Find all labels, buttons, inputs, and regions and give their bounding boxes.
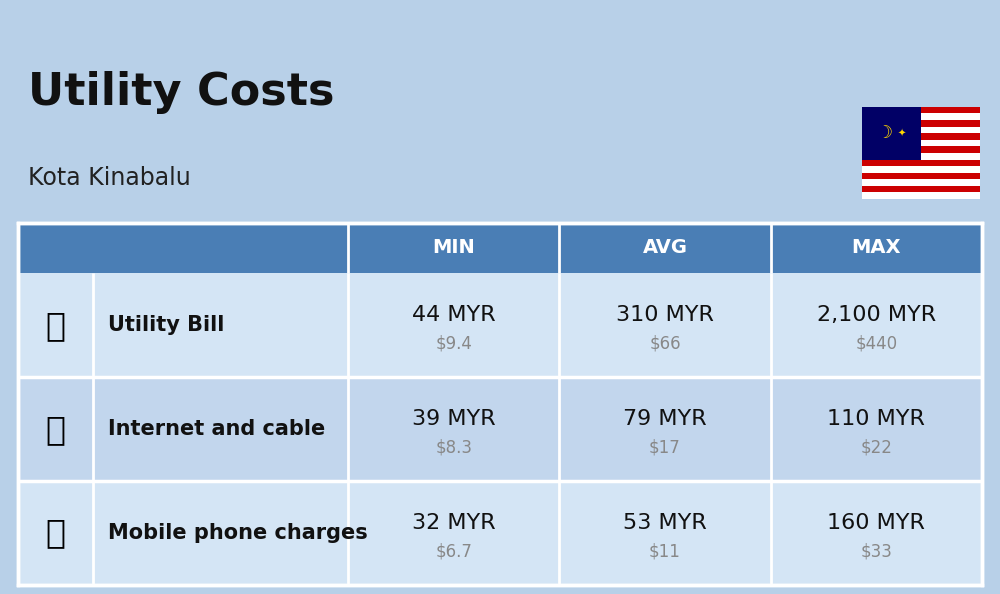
Text: AVG: AVG (642, 239, 688, 257)
FancyBboxPatch shape (862, 107, 921, 160)
Text: 310 MYR: 310 MYR (616, 305, 714, 325)
Text: 110 MYR: 110 MYR (827, 409, 925, 429)
FancyBboxPatch shape (862, 166, 980, 173)
Text: $33: $33 (860, 543, 892, 561)
Text: 📱: 📱 (46, 517, 66, 549)
Text: $6.7: $6.7 (435, 543, 472, 561)
FancyBboxPatch shape (862, 133, 980, 140)
Text: 79 MYR: 79 MYR (623, 409, 707, 429)
Text: $8.3: $8.3 (435, 439, 472, 457)
FancyBboxPatch shape (862, 146, 980, 153)
Text: 32 MYR: 32 MYR (412, 513, 495, 533)
Text: 44 MYR: 44 MYR (412, 305, 495, 325)
Text: ☽: ☽ (876, 124, 892, 142)
Text: Utility Bill: Utility Bill (108, 315, 224, 335)
FancyBboxPatch shape (18, 273, 982, 377)
FancyBboxPatch shape (862, 127, 980, 133)
Text: MAX: MAX (852, 239, 901, 257)
Text: Kota Kinabalu: Kota Kinabalu (28, 166, 191, 190)
FancyBboxPatch shape (18, 377, 982, 481)
FancyBboxPatch shape (18, 481, 982, 585)
Text: 🔧: 🔧 (46, 309, 66, 342)
Text: Internet and cable: Internet and cable (108, 419, 325, 439)
FancyBboxPatch shape (862, 160, 980, 166)
FancyBboxPatch shape (862, 107, 980, 113)
Text: 53 MYR: 53 MYR (623, 513, 707, 533)
FancyBboxPatch shape (862, 153, 980, 160)
Text: $66: $66 (649, 335, 681, 353)
Text: Utility Costs: Utility Costs (28, 71, 334, 114)
FancyBboxPatch shape (862, 186, 980, 192)
Text: 160 MYR: 160 MYR (827, 513, 925, 533)
Text: $11: $11 (649, 543, 681, 561)
FancyBboxPatch shape (862, 140, 980, 146)
Text: $17: $17 (649, 439, 681, 457)
Text: ✦: ✦ (898, 128, 906, 138)
Text: 2,100 MYR: 2,100 MYR (817, 305, 936, 325)
Text: $9.4: $9.4 (435, 335, 472, 353)
FancyBboxPatch shape (862, 179, 980, 186)
FancyBboxPatch shape (862, 192, 980, 199)
Text: $440: $440 (855, 335, 897, 353)
FancyBboxPatch shape (862, 113, 980, 120)
FancyBboxPatch shape (18, 223, 982, 273)
Text: 39 MYR: 39 MYR (412, 409, 495, 429)
Text: 📶: 📶 (46, 413, 66, 446)
Text: MIN: MIN (432, 239, 475, 257)
Text: $22: $22 (860, 439, 892, 457)
FancyBboxPatch shape (862, 173, 980, 179)
Text: Mobile phone charges: Mobile phone charges (108, 523, 368, 543)
FancyBboxPatch shape (862, 120, 980, 127)
